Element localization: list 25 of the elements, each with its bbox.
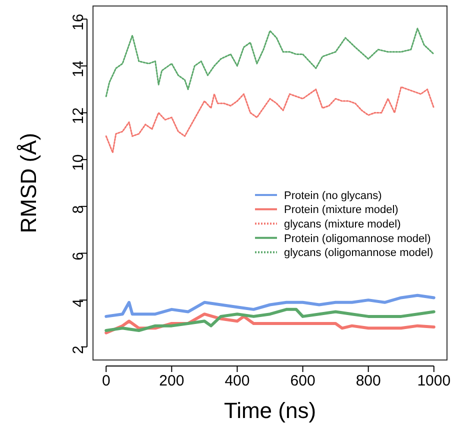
y-tick-label: 2 — [70, 346, 87, 354]
line-series — [105, 86, 435, 154]
legend-label: Protein (mixture model) — [284, 204, 398, 216]
line-series — [105, 28, 435, 98]
y-tick-label: 10 — [70, 154, 87, 171]
y-axis-title: RMSD (Å) — [16, 132, 41, 234]
line-series — [104, 294, 436, 318]
y-tick-label: 16 — [70, 14, 87, 30]
line-series — [104, 308, 436, 332]
y-tick-label: 12 — [70, 107, 87, 124]
y-tick-label: 4 — [70, 298, 87, 308]
y-tick-label: 8 — [70, 205, 87, 214]
x-tick-label: 0 — [102, 372, 110, 390]
legend-label: Protein (oligomannose model) — [284, 232, 431, 245]
x-tick-label: 800 — [356, 372, 381, 390]
x-tick-label: 1000 — [417, 372, 451, 390]
x-tick-label: 400 — [224, 372, 250, 390]
legend-label: glycans (mixture model) — [284, 218, 401, 230]
x-tick-label: 600 — [290, 372, 316, 390]
legend-label: Protein (no glycans) — [284, 190, 382, 202]
x-axis-title: Time (ns) — [224, 398, 316, 423]
legend-label: glycans (oligomannose model) — [284, 247, 434, 260]
x-tick-label: 200 — [159, 372, 184, 390]
y-tick-label: 6 — [70, 252, 87, 260]
y-tick-label: 14 — [70, 60, 87, 78]
